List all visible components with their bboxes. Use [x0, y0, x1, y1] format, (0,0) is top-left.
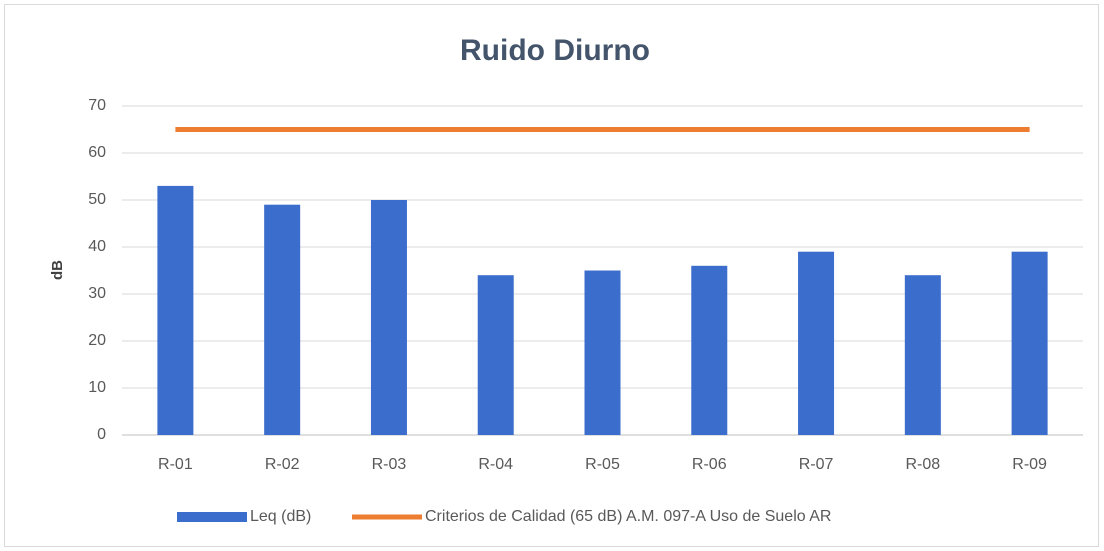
x-tick-label: R-04: [478, 456, 513, 473]
bar: [157, 185, 194, 435]
bar: [477, 275, 514, 435]
y-tick-label: 20: [88, 332, 106, 349]
bar: [264, 204, 301, 435]
bar: [691, 265, 728, 435]
legend-swatch: [177, 512, 247, 522]
x-tick-label: R-02: [265, 456, 300, 473]
x-tick-label: R-09: [1012, 456, 1047, 473]
chart-title: Ruido Diurno: [460, 34, 650, 67]
y-tick-label: 40: [88, 238, 106, 255]
y-tick-label: 30: [88, 285, 106, 302]
bar: [798, 251, 835, 435]
y-axis-title: dB: [49, 260, 66, 280]
bar: [370, 200, 407, 435]
bar: [1011, 251, 1048, 435]
legend-label: Criterios de Calidad (65 dB) A.M. 097-A …: [425, 508, 831, 525]
x-tick-label: R-08: [905, 456, 940, 473]
y-tick-label: 60: [88, 144, 106, 161]
bar: [904, 275, 941, 435]
y-tick-label: 0: [97, 426, 106, 443]
y-tick-label: 50: [88, 191, 106, 208]
x-tick-label: R-05: [585, 456, 620, 473]
bar: [584, 270, 621, 435]
x-tick-label: R-03: [372, 456, 407, 473]
legend-label: Leq (dB): [250, 508, 311, 525]
y-tick-label: 70: [88, 97, 106, 114]
x-tick-label: R-07: [799, 456, 834, 473]
y-tick-label: 10: [88, 379, 106, 396]
x-tick-label: R-01: [158, 456, 193, 473]
x-tick-label: R-06: [692, 456, 727, 473]
